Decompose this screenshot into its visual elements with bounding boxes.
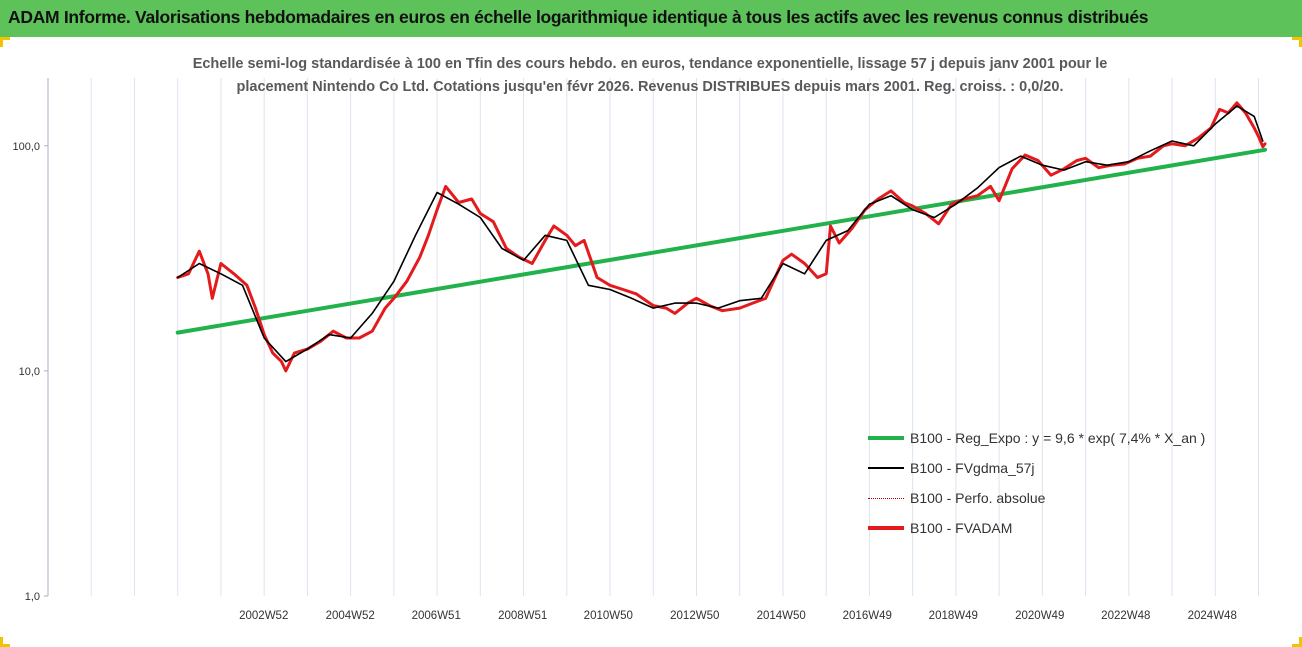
x-tick-label: 2022W48: [1101, 610, 1150, 622]
legend-label-perf: B100 - Perfo. absolue: [910, 490, 1046, 506]
x-tick-label: 2004W52: [326, 610, 375, 622]
legend-label-trend: B100 - Reg_Expo : y = 9,6 * exp( 7,4% * …: [910, 430, 1206, 446]
x-tick-label: 2010W50: [584, 610, 633, 622]
legend-item-smooth: B100 - FVgdma_57j: [868, 457, 1035, 479]
legend-swatch-smooth: [868, 467, 904, 469]
legend-item-trend: B100 - Reg_Expo : y = 9,6 * exp( 7,4% * …: [868, 427, 1205, 449]
axis-layer: 1,0 10,0 100,0 2002W52 2004W52 2006W51 2008W51…: [12, 78, 1237, 622]
legend-swatch-perf: [868, 497, 904, 499]
legend-swatch-fvadam: [868, 526, 904, 530]
series-line-perf: [177, 105, 1264, 363]
series-layer: [175, 101, 1267, 373]
x-tick-label: 2008W51: [498, 610, 547, 622]
legend-label-smooth: B100 - FVgdma_57j: [910, 460, 1035, 476]
chart-frame: [0, 37, 1302, 647]
x-tick-label: 2012W50: [670, 610, 719, 622]
x-tick-label: 2016W49: [843, 610, 892, 622]
frame-corner-top-left: [0, 37, 10, 40]
legend-item-fvadam: B100 - FVADAM: [868, 517, 1012, 539]
page-title: ADAM Informe. Valorisations hebdomadaire…: [8, 7, 1149, 27]
frame-corner-bottom-right: [1292, 644, 1302, 647]
subtitle-line-1: Echelle semi-log standardisée à 100 en T…: [192, 56, 1108, 72]
y-tick-label: 1,0: [25, 591, 40, 603]
frame-corner-top-left-v: [0, 37, 3, 47]
x-tick-label: 2002W52: [239, 610, 288, 622]
x-tick-label: 2006W51: [412, 610, 461, 622]
legend-item-perf: B100 - Perfo. absolue: [868, 487, 1045, 509]
frame-corner-bottom-left-v: [0, 637, 3, 647]
y-tick-label: 10,0: [19, 366, 40, 378]
frame-corner-bottom-right-v: [1299, 637, 1302, 647]
x-tick-label: 2014W50: [757, 610, 806, 622]
subtitle-line-2: placement Nintendo Co Ltd. Cotations jus…: [236, 79, 1064, 95]
frame-corner-top-right: [1292, 37, 1302, 40]
x-tick-label: 2018W49: [929, 610, 978, 622]
grid-layer: [47, 78, 1260, 596]
x-tick-label: 2024W48: [1188, 610, 1237, 622]
series-line-trend: [175, 147, 1267, 335]
title-bar: ADAM Informe. Valorisations hebdomadaire…: [0, 0, 1302, 37]
legend-label-fvadam: B100 - FVADAM: [910, 520, 1013, 536]
series-line-smooth: [176, 105, 1264, 363]
legend-swatch-trend: [868, 436, 904, 440]
x-tick-label: 2020W49: [1015, 610, 1064, 622]
y-tick-label: 100,0: [12, 141, 40, 153]
chart-subtitle: Echelle semi-log standardisée à 100 en T…: [150, 53, 1150, 99]
frame-corner-top-right-v: [1299, 37, 1302, 47]
series-line-fvadam: [176, 101, 1267, 373]
frame-corner-bottom-left: [0, 644, 10, 647]
